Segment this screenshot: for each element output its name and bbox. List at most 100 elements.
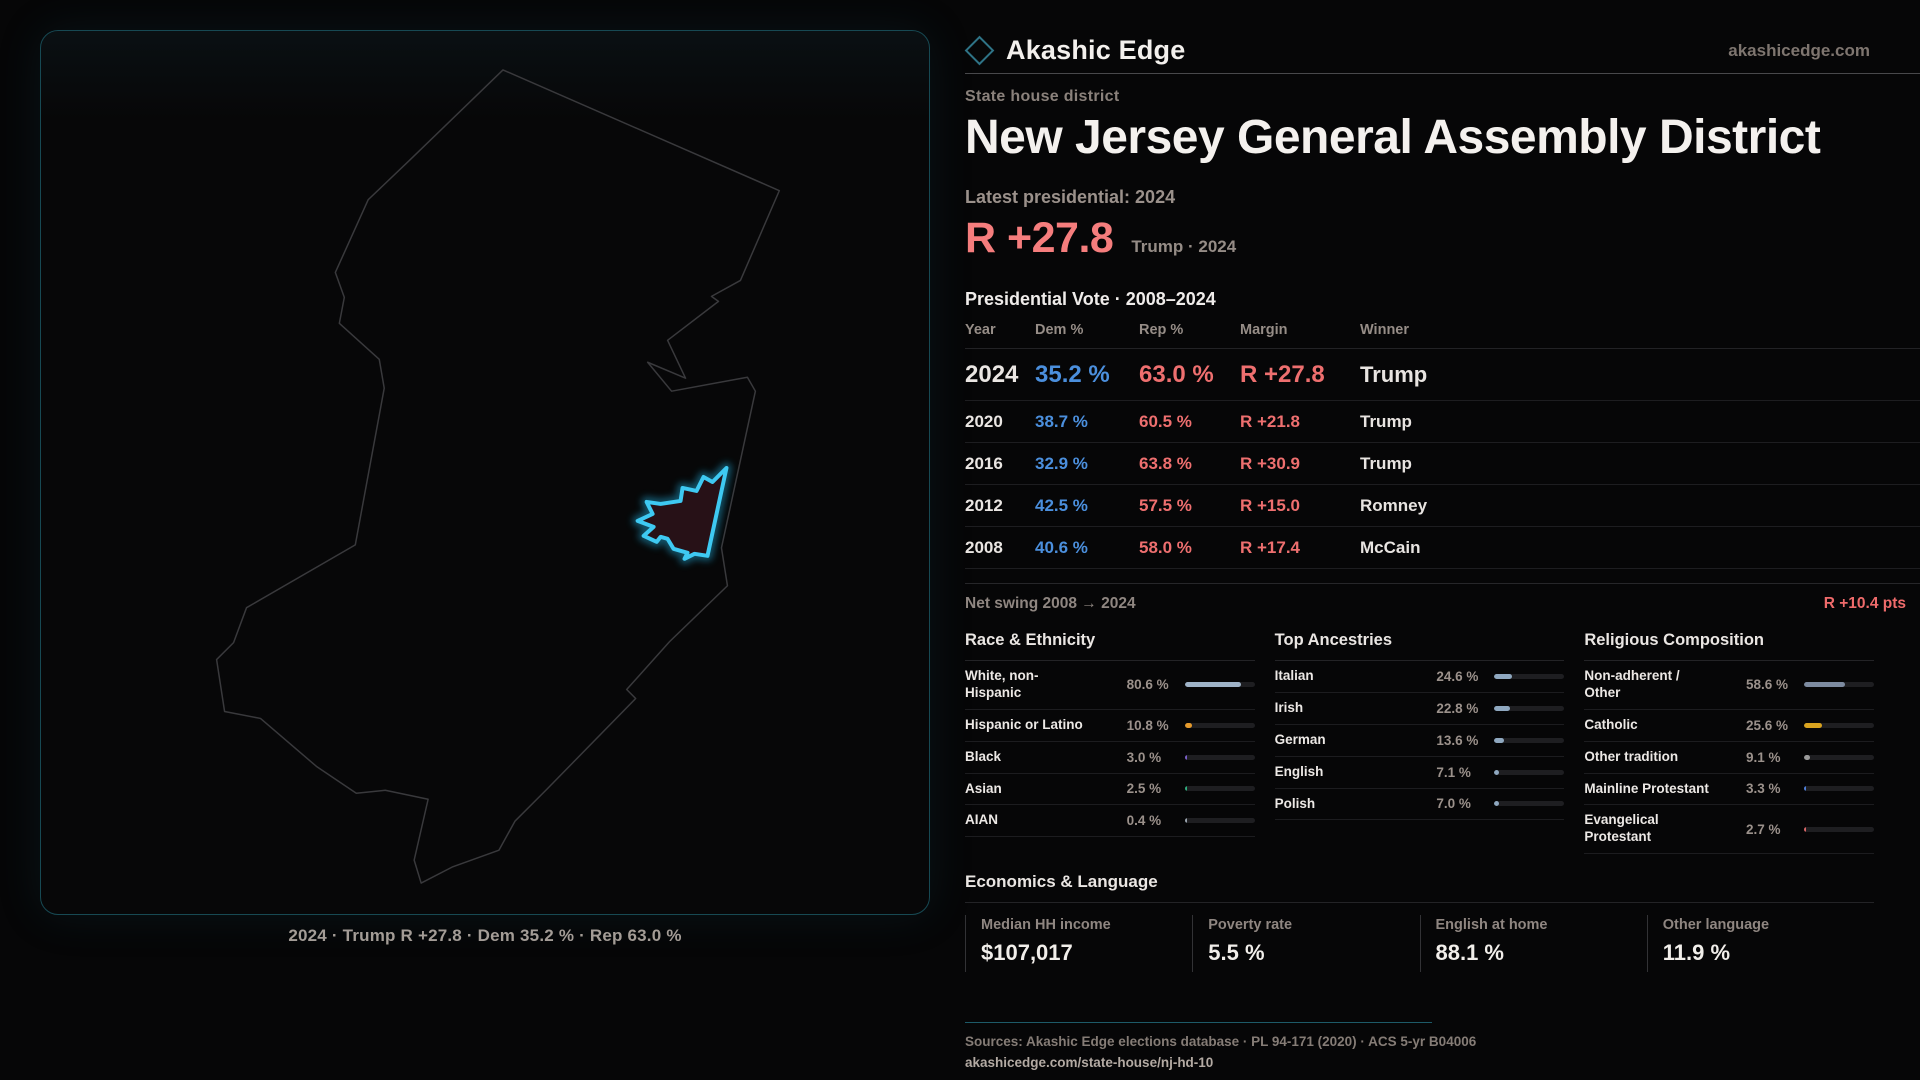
dem-cell: 35.2 % <box>1035 360 1110 388</box>
rep-cell: 63.8 % <box>1139 453 1192 473</box>
net-swing-label: Net swing 2008 → 2024 <box>965 595 1136 612</box>
stat-value: 3.3 % <box>1745 781 1781 797</box>
stat-value: 58.6 % <box>1745 677 1789 693</box>
stat-bar-track <box>1184 818 1255 824</box>
margin-cell: R +17.4 <box>1240 537 1301 557</box>
district-shape <box>635 466 729 561</box>
dem-cell: 40.6 % <box>1035 537 1088 557</box>
year-cell: 2020 <box>965 411 1003 431</box>
demographics-grid: Race & Ethnicity White, non-Hispanic 80.6 … <box>965 631 1920 855</box>
margin-cell: R +21.8 <box>1240 411 1301 431</box>
economics-section: Economics & Language Median HH income $10… <box>965 872 1920 973</box>
stat-cell-label: Other language <box>1662 917 1770 934</box>
map-caption: 2024 · Trump R +27.8 · Dem 35.2 % · Rep … <box>288 926 682 945</box>
stat-cell-value: 11.9 % <box>1662 940 1731 966</box>
footer: Sources: Akashic Edge elections database… <box>965 1022 1920 1070</box>
stat-value: 22.8 % <box>1436 700 1479 716</box>
stat-value: 2.5 % <box>1126 781 1162 797</box>
stat-bar-fill <box>1184 754 1187 760</box>
column-header: Margin <box>1240 322 1288 338</box>
vote-table-rows: 2024 35.2 % 63.0 % R +27.8 Trump 2020 38.7 % 60… <box>965 349 1920 569</box>
stat-bar-track <box>1494 737 1565 743</box>
stat-label: English <box>1274 763 1324 779</box>
vote-table-header: Year Dem % Rep % Margin Winner <box>965 322 1920 349</box>
stat-row: Evangelical Protestant 2.7 % <box>1584 805 1874 855</box>
stat-cell-label: Median HH income <box>981 917 1111 934</box>
latest-margin-sub: Trump · 2024 <box>1131 237 1237 256</box>
stat-value: 13.6 % <box>1436 732 1479 748</box>
stat-bar-track <box>1184 682 1255 688</box>
diamond-logo-icon <box>964 35 995 66</box>
latest-margin-value: R +27.8 <box>965 214 1114 262</box>
district-report: Akashic Edge akashicedge.com State house… <box>964 28 1920 1070</box>
winner-cell: McCain <box>1360 537 1421 557</box>
rep-cell: 63.0 % <box>1139 360 1214 388</box>
year-cell: 2024 <box>965 360 1019 388</box>
stat-row: Catholic 25.6 % <box>1584 710 1874 742</box>
stat-label: Italian <box>1274 668 1314 683</box>
stat-cell: English at home 88.1 % <box>1419 915 1647 973</box>
map-panel <box>40 30 930 915</box>
dem-cell: 32.9 % <box>1035 453 1088 473</box>
nj-map <box>215 69 781 884</box>
rep-cell: 60.5 % <box>1139 411 1192 431</box>
section-title: Religious Composition <box>1584 631 1874 661</box>
stat-label: German <box>1274 731 1326 747</box>
stat-value: 2.7 % <box>1745 821 1781 837</box>
stat-row: Polish 7.0 % <box>1274 789 1565 821</box>
stat-bar-fill <box>1494 769 1500 775</box>
stat-row: Non-adherent / Other 58.6 % <box>1584 661 1874 710</box>
footer-sources: Sources: Akashic Edge elections database… <box>965 1034 1477 1050</box>
stat-value: 7.1 % <box>1436 764 1471 780</box>
column-header: Rep % <box>1139 322 1184 338</box>
stat-row: Italian 24.6 % <box>1274 661 1565 693</box>
brand-url-link[interactable]: akashicedge.com <box>1728 40 1870 60</box>
section-title: Top Ancestries <box>1274 631 1565 661</box>
column-header: Dem % <box>1035 322 1084 338</box>
stat-label: Mainline Protestant <box>1584 780 1709 796</box>
stat-value: 9.1 % <box>1745 749 1781 765</box>
stat-label: Catholic <box>1584 716 1638 732</box>
stat-row: English 7.1 % <box>1274 757 1565 789</box>
winner-cell: Romney <box>1360 495 1428 515</box>
rep-cell: 57.5 % <box>1139 495 1192 515</box>
stat-label: Black <box>965 748 1002 764</box>
stat-bar-fill <box>1494 801 1500 807</box>
vote-table-title: Presidential Vote · 2008–2024 <box>965 289 1216 309</box>
stat-cell: Median HH income $107,017 <box>965 915 1192 973</box>
stat-cell-value: $107,017 <box>981 940 1073 966</box>
year-cell: 2016 <box>965 453 1003 473</box>
stat-bar-fill <box>1803 682 1845 688</box>
year-cell: 2008 <box>965 537 1003 557</box>
winner-cell: Trump <box>1360 453 1412 473</box>
stat-bar-track <box>1803 826 1874 832</box>
column-header: Year <box>965 322 996 338</box>
stat-value: 10.8 % <box>1126 717 1169 733</box>
table-row: 2016 32.9 % 63.8 % R +30.9 Trump <box>965 443 1920 485</box>
table-row: 2024 35.2 % 63.0 % R +27.8 Trump <box>965 349 1920 401</box>
latest-label: Latest presidential: 2024 <box>965 187 1176 207</box>
year-cell: 2012 <box>965 495 1003 515</box>
table-row: 2008 40.6 % 58.0 % R +17.4 McCain <box>965 527 1920 569</box>
stat-bar-fill <box>1803 754 1811 760</box>
stat-value: 3.0 % <box>1126 749 1162 765</box>
margin-cell: R +30.9 <box>1240 453 1301 473</box>
dem-cell: 38.7 % <box>1035 411 1088 431</box>
net-swing-row: Net swing 2008 → 2024 R +10.4 pts <box>965 583 1920 613</box>
stat-bar-fill <box>1803 722 1822 728</box>
stat-bar-track <box>1494 769 1565 775</box>
stat-row: AIAN 0.4 % <box>965 805 1255 838</box>
dem-cell: 42.5 % <box>1035 495 1088 515</box>
economics-stats: Median HH income $107,017 Poverty rate 5.5 … <box>965 915 1874 973</box>
footer-permalink-link[interactable]: akashicedge.com/state-house/nj-hd-10 <box>965 1055 1214 1071</box>
stat-cell-label: English at home <box>1435 917 1548 934</box>
stat-label: Polish <box>1274 795 1316 811</box>
stat-bar-track <box>1494 801 1565 807</box>
stat-row: Black 3.0 % <box>965 742 1255 774</box>
stat-value: 25.6 % <box>1745 717 1789 733</box>
stat-row: Asian 2.5 % <box>965 774 1255 806</box>
table-row: 2020 38.7 % 60.5 % R +21.8 Trump <box>965 401 1920 443</box>
latest-margin-row: R +27.8 Trump · 2024 <box>965 214 1920 263</box>
brand-name: Akashic Edge <box>1006 35 1186 65</box>
stat-bar-fill <box>1184 818 1187 824</box>
